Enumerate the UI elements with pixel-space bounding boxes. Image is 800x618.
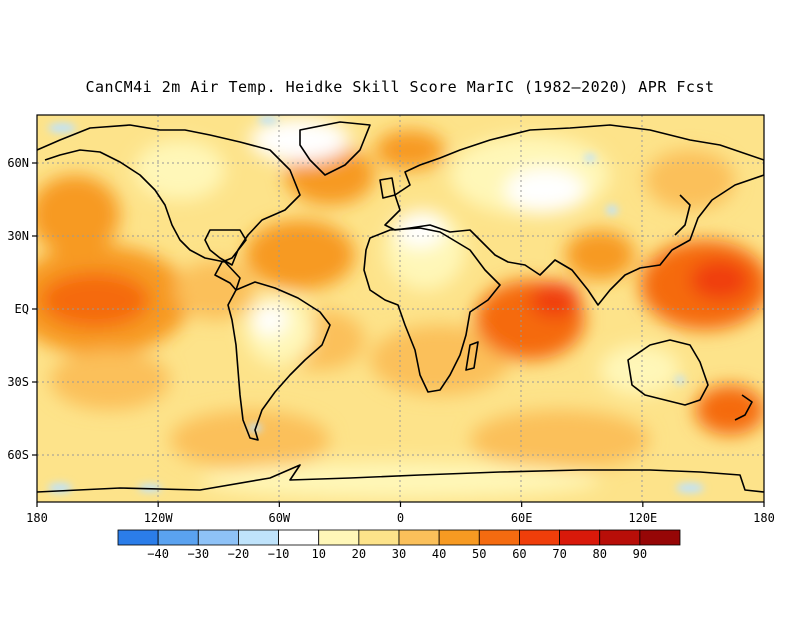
x-axis-ticks: 180 120W 60W 0 60E 120E 180 [26,502,775,525]
africa-coast [363,227,501,393]
colorbar-swatch [478,529,520,546]
colorbar-swatch [358,529,400,546]
colorbar-swatch [117,529,159,546]
eurasia-coast [384,124,764,306]
graticule [37,115,764,502]
colorbar-swatch [639,529,681,546]
coastlines [37,121,764,493]
north-america-coast [37,124,301,291]
colorbar-label: 10 [311,547,325,561]
y-tick-label: 60S [7,448,29,462]
y-tick-label: 30S [7,375,29,389]
new-zealand-coast [734,394,753,421]
colorbar-label: 30 [392,547,406,561]
skill-field [37,115,764,502]
greenland-coast [299,121,371,176]
colorbar-label: 80 [592,547,606,561]
colorbar-label: −40 [147,547,169,561]
x-tick-label: 60W [268,511,290,525]
y-axis-ticks: 60N 30N EQ 30S 60S [7,156,37,462]
colorbar: −40 −30 −20 −10 10 20 30 40 50 60 70 80 90 [117,529,681,561]
y-tick-label: 30N [7,229,29,243]
x-tick-label: 120E [628,511,657,525]
colorbar-swatch [318,529,360,546]
x-tick-label: 120W [144,511,174,525]
japan-coast [674,194,691,236]
x-tick-label: 60E [511,511,533,525]
colorbar-swatch [599,529,641,546]
uk-coast [379,177,396,199]
colorbar-label: 50 [472,547,486,561]
y-tick-label: 60N [7,156,29,170]
antarctica-coast [37,464,764,493]
colorbar-label: 90 [633,547,647,561]
colorbar-swatch [157,529,199,546]
colorbar-label: −20 [228,547,250,561]
south-america-coast [227,281,331,441]
colorbar-label: −10 [268,547,290,561]
colorbar-swatch [559,529,601,546]
australia-coast [627,339,709,406]
colorbar-label: 60 [512,547,526,561]
colorbar-swatch [238,529,279,546]
colorbar-label: −30 [187,547,209,561]
x-tick-label: 180 [753,511,775,525]
colorbar-label: 40 [432,547,446,561]
x-tick-label: 180 [26,511,48,525]
colorbar-swatch [197,529,239,546]
colorbar-swatch [519,529,560,546]
colorbar-label: 20 [352,547,366,561]
madagascar-coast [465,341,479,371]
chart-title: CanCM4i 2m Air Temp. Heidke Skill Score … [85,78,715,96]
colorbar-swatch [438,529,480,546]
colorbar-label: 70 [552,547,566,561]
x-tick-label: 0 [397,511,404,525]
colorbar-swatch [398,529,440,546]
colorbar-swatch [278,529,320,546]
y-tick-label: EQ [15,302,29,316]
